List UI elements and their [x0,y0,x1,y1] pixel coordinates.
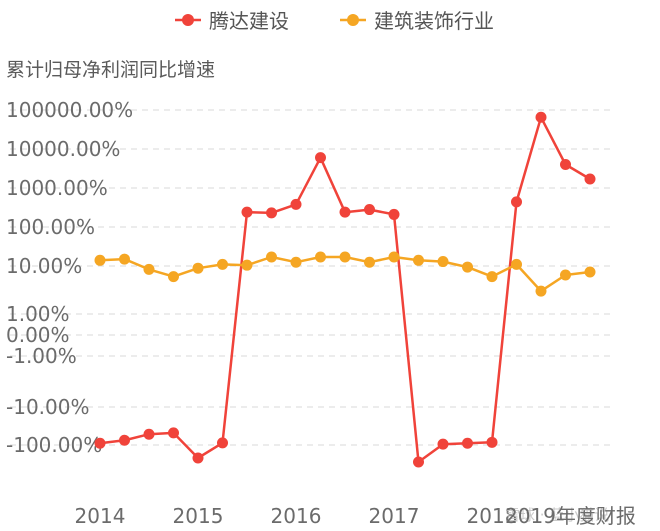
x-tick-label: 2014 [75,504,126,528]
data-point[interactable] [168,427,179,439]
legend[interactable]: 腾达建设 建筑装饰行业 [175,9,494,33]
y-tick-label: 10.00% [6,254,82,278]
data-point[interactable] [413,456,424,468]
x-tick-label: 2015 [173,504,224,528]
legend-label: 腾达建设 [209,9,289,33]
legend-item[interactable]: 建筑装饰行业 [340,9,494,33]
data-point[interactable] [339,251,351,263]
y-tick-label: -100.00% [6,433,102,457]
data-point[interactable] [290,198,302,210]
y-axis-ticks: 100000.00% 10000.00% 1000.00% 100.00% 10.00%… [6,98,133,457]
data-point[interactable] [266,251,277,263]
data-point[interactable] [364,204,375,216]
data-point[interactable] [584,173,596,185]
data-point[interactable] [241,206,253,218]
y-tick-label: 1.00% [6,302,70,326]
data-point[interactable] [462,437,473,449]
data-point[interactable] [315,251,326,263]
data-point[interactable] [437,256,449,268]
data-point[interactable] [462,261,473,273]
data-point[interactable] [217,258,228,270]
data-point[interactable] [535,111,547,123]
x-tick-label: 2017 [369,504,420,528]
x-axis-ticks: 2014 2015 2016 2017 2018 [75,504,518,528]
legend-item[interactable]: 腾达建设 [175,9,289,33]
series-line [99,116,591,464]
series-industry [94,251,596,297]
series-company [94,111,596,468]
data-point[interactable] [388,251,400,263]
y-tick-label: 0.00% [6,323,70,347]
data-point[interactable] [192,452,204,464]
y-tick-label: 1000.00% [6,176,108,200]
watermark: 雪球 · 蓝小猫说 [505,506,609,524]
data-point[interactable] [119,434,130,446]
x-axis-note: 2019年度财报 [505,504,636,528]
data-point[interactable] [143,263,155,275]
data-point[interactable] [511,258,522,270]
data-point[interactable] [413,254,424,266]
data-point[interactable] [290,256,302,268]
data-point[interactable] [94,254,106,266]
data-point[interactable] [560,159,571,171]
data-point[interactable] [192,262,204,274]
x-tick-label: 2016 [271,504,322,528]
series-group [94,111,596,468]
data-point[interactable] [560,269,571,281]
data-point[interactable] [119,253,130,265]
x-tick-label: 2018 [467,504,518,528]
data-point[interactable] [388,208,400,220]
y-tick-label: 10000.00% [6,137,120,161]
legend-label: 建筑装饰行业 [374,9,494,33]
data-point[interactable] [339,206,351,218]
data-point[interactable] [486,436,498,448]
y-tick-label: 100.00% [6,215,95,239]
data-point[interactable] [535,285,547,297]
data-point[interactable] [266,207,277,219]
y-axis-label: 累计归母净利润同比增速 [6,59,215,81]
legend-swatch-dot [347,14,359,26]
data-point[interactable] [315,152,326,164]
data-point[interactable] [217,437,228,449]
data-point[interactable] [168,271,179,283]
y-tick-label: -1.00% [6,344,77,368]
legend-swatch-dot [182,14,194,26]
data-point[interactable] [584,266,596,278]
data-point[interactable] [364,256,375,268]
data-point[interactable] [437,438,449,450]
data-point[interactable] [94,437,106,449]
gridlines [10,109,615,446]
y-tick-label: -10.00% [6,395,89,419]
data-point[interactable] [486,271,498,283]
y-tick-label: 100000.00% [6,98,133,122]
data-point[interactable] [143,428,155,440]
data-point[interactable] [511,196,522,208]
data-point[interactable] [241,259,253,271]
